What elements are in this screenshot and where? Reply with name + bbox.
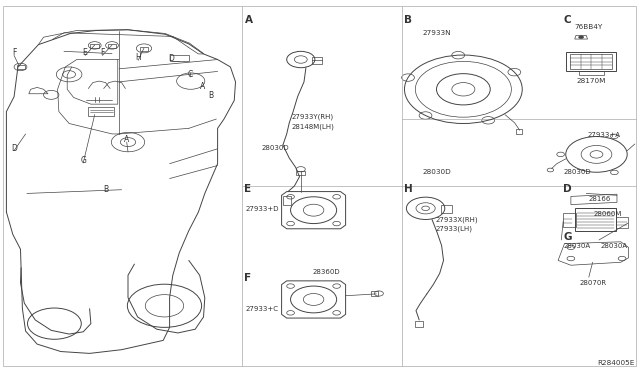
- Text: 28030A: 28030A: [563, 243, 590, 248]
- Text: 28070R: 28070R: [579, 280, 606, 286]
- Text: 28030D: 28030D: [563, 169, 591, 175]
- Bar: [170, 55, 189, 61]
- Bar: [88, 107, 114, 116]
- Bar: [516, 129, 522, 134]
- Bar: [575, 208, 616, 231]
- Text: 27933+A: 27933+A: [588, 132, 621, 138]
- Bar: [570, 54, 612, 69]
- Bar: [371, 291, 378, 296]
- Text: 27933Y(RH): 27933Y(RH): [291, 113, 333, 120]
- Bar: [616, 217, 628, 228]
- Text: 28170M: 28170M: [576, 78, 605, 84]
- Bar: [441, 205, 452, 213]
- Text: 76BB4Y: 76BB4Y: [575, 24, 603, 30]
- Text: B: B: [103, 185, 108, 194]
- Text: 28148M(LH): 28148M(LH): [291, 124, 334, 130]
- Text: D: D: [563, 184, 572, 194]
- Text: H: H: [136, 53, 141, 62]
- Text: B: B: [209, 92, 214, 100]
- Text: 27933+D: 27933+D: [246, 206, 279, 212]
- Bar: [108, 44, 116, 48]
- Text: 28166: 28166: [589, 196, 611, 202]
- Circle shape: [579, 36, 584, 39]
- Text: F: F: [244, 273, 252, 283]
- Bar: [296, 171, 305, 175]
- Text: B: B: [404, 15, 413, 25]
- Bar: [90, 44, 99, 48]
- Bar: [17, 65, 25, 69]
- Text: 28030A: 28030A: [600, 243, 627, 248]
- Text: C: C: [563, 15, 571, 25]
- Text: E: E: [83, 48, 88, 57]
- Text: H: H: [404, 184, 413, 194]
- Text: F: F: [100, 48, 104, 57]
- Text: G: G: [563, 232, 572, 243]
- Text: 27933(LH): 27933(LH): [435, 226, 472, 232]
- Bar: [312, 57, 322, 64]
- Text: 27933+C: 27933+C: [246, 306, 279, 312]
- Bar: [415, 321, 423, 327]
- Text: A: A: [200, 82, 205, 91]
- Bar: [563, 213, 576, 227]
- Bar: [283, 196, 291, 205]
- Bar: [579, 71, 604, 75]
- Text: R284005E: R284005E: [598, 360, 635, 366]
- Text: A: A: [124, 135, 129, 144]
- Text: E: E: [244, 184, 252, 194]
- Text: D: D: [168, 54, 175, 63]
- Text: 28030D: 28030D: [422, 169, 451, 175]
- Text: D: D: [11, 144, 17, 153]
- Text: 28360D: 28360D: [312, 269, 340, 275]
- Text: G: G: [80, 156, 86, 165]
- Text: 28060M: 28060M: [594, 211, 622, 217]
- Text: F: F: [12, 48, 16, 57]
- Text: 27933X(RH): 27933X(RH): [435, 217, 478, 223]
- Text: 28030D: 28030D: [261, 145, 289, 151]
- Text: 27933N: 27933N: [422, 30, 451, 36]
- Text: C: C: [188, 70, 193, 79]
- Bar: [140, 47, 148, 51]
- Bar: [566, 52, 616, 71]
- Text: A: A: [244, 15, 253, 25]
